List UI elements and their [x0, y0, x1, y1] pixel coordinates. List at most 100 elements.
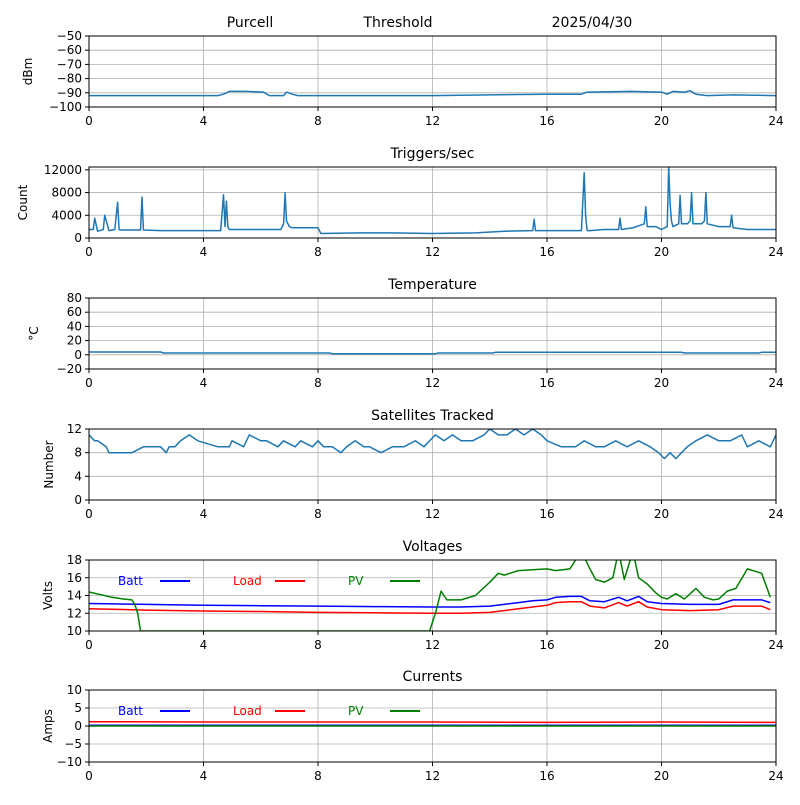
y-tick-label: 4 [74, 469, 82, 483]
x-tick-label: 20 [654, 376, 669, 390]
x-tick-label: 4 [200, 507, 208, 521]
x-tick-label: 12 [425, 376, 440, 390]
y-tick-label: 20 [67, 334, 82, 348]
x-tick-label: 0 [85, 245, 93, 259]
y-tick-label: −90 [57, 86, 82, 100]
x-tick-label: 8 [314, 245, 322, 259]
series-line [89, 89, 776, 97]
series-line-batt [89, 595, 771, 608]
series-line-load [89, 720, 776, 724]
x-tick-label: 16 [539, 245, 554, 259]
y-axis-label: Count [16, 184, 30, 220]
y-tick-label: 0 [74, 719, 82, 733]
x-tick-label: 8 [314, 638, 322, 652]
chart-panels: 0 4 8 12 16 20 24 −100−90−80−70−60 −5 0 dBm 0 4 8 12 16… [16, 29, 784, 783]
x-tick-label: 20 [654, 507, 669, 521]
y-tick-label: 60 [67, 305, 82, 319]
x-tick-label: 4 [200, 769, 208, 783]
legend-label-load: Load [233, 574, 262, 588]
series-group [89, 167, 776, 235]
series-group [89, 351, 776, 355]
x-tick-label: 24 [768, 769, 783, 783]
header-site: Purcell [227, 15, 274, 31]
x-tick-label: 12 [425, 638, 440, 652]
header-date: 2025/04/30 [552, 15, 633, 31]
x-tick-label: 8 [314, 769, 322, 783]
y-tick-label: 80 [67, 291, 82, 305]
series-group [89, 89, 776, 97]
series-line [89, 429, 776, 460]
x-tick-label: 20 [654, 638, 669, 652]
legend-label-load: Load [233, 704, 262, 718]
legend-label-batt: Batt [118, 574, 143, 588]
y-tick-label: −80 [57, 72, 82, 86]
y-tick-label: 0 [74, 493, 82, 507]
y-tick-label: −5 [64, 737, 82, 751]
x-tick-label: 20 [654, 769, 669, 783]
legend-label-batt: Batt [118, 704, 143, 718]
y-axis-label: dBm [21, 58, 35, 86]
x-tick-label: 16 [539, 507, 554, 521]
x-tick-label: 4 [200, 638, 208, 652]
y-axis-label: Volts [41, 581, 55, 610]
y-tick-label: 8000 [51, 186, 82, 200]
x-tick-label: 16 [539, 638, 554, 652]
x-tick-label: 12 [425, 114, 440, 128]
x-tick-label: 12 [425, 769, 440, 783]
y-tick-label: 12 [67, 606, 82, 620]
panel-title: Satellites Tracked [371, 408, 494, 424]
panel-5: 0 4 8 12 16 20 24 10 12 14 16 18 Voltages Volts Batt Lo… [41, 539, 784, 652]
x-tick-label: 24 [768, 376, 783, 390]
y-tick-label: −20 [57, 362, 82, 376]
legend-label-pv: PV [348, 574, 364, 588]
x-tick-label: 4 [200, 114, 208, 128]
x-tick-label: 0 [85, 114, 93, 128]
panel-1: 0 4 8 12 16 20 24 −100−90−80−70−60−50 dBm [21, 29, 784, 128]
y-tick-label: 18 [67, 553, 82, 567]
series-line-pv [89, 560, 772, 631]
x-tick-label: 16 [539, 769, 554, 783]
y-tick-label: −70 [57, 57, 82, 71]
y-tick-label: −100 [49, 100, 82, 114]
y-tick-label: 0 [74, 231, 82, 245]
series-group [89, 429, 776, 460]
panel-title: Currents [403, 669, 463, 685]
x-tick-label: 24 [768, 507, 783, 521]
panel-title: Voltages [403, 539, 463, 555]
x-tick-label: 24 [768, 114, 783, 128]
y-tick-label: −60 [57, 43, 82, 57]
x-tick-label: 20 [654, 114, 669, 128]
y-tick-label: 8 [74, 446, 82, 460]
legend-label-pv: PV [348, 704, 364, 718]
y-tick-label: 4000 [51, 208, 82, 222]
panel-4: 0 4 8 12 16 20 24 0 4 8 12 Satellites Tracked Number [42, 408, 784, 521]
y-tick-label: 0 [74, 348, 82, 362]
x-tick-label: 0 [85, 376, 93, 390]
x-tick-label: 8 [314, 376, 322, 390]
x-tick-label: 0 [85, 769, 93, 783]
header-mode: Threshold [363, 15, 433, 31]
series-line [89, 167, 776, 235]
panel-title: Triggers/sec [390, 146, 475, 162]
y-tick-label: 16 [67, 571, 82, 585]
x-tick-label: 24 [768, 245, 783, 259]
panel-2: 0 4 8 12 16 20 24 0 4000 8000 12000 Triggers/sec Cou… [16, 146, 784, 259]
y-tick-label: 5 [74, 701, 82, 715]
y-tick-label: 10 [67, 624, 82, 638]
y-tick-label: 14 [67, 589, 82, 603]
x-tick-label: 4 [200, 245, 208, 259]
series-line [89, 351, 776, 355]
y-tick-label: 10 [67, 683, 82, 697]
y-axis-label: Amps [41, 709, 55, 743]
x-tick-label: 16 [539, 376, 554, 390]
x-tick-label: 24 [768, 638, 783, 652]
x-tick-label: 12 [425, 245, 440, 259]
y-axis-label: Number [42, 440, 56, 488]
series-line-load [89, 600, 771, 615]
x-tick-label: 20 [654, 245, 669, 259]
panel-title: Temperature [387, 277, 477, 293]
x-tick-label: 12 [425, 507, 440, 521]
